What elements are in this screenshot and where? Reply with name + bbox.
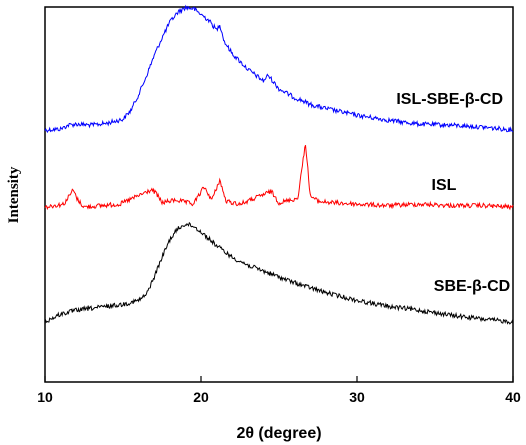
series-labels: ISL-SBE-β-CD ISL SBE-β-CD <box>396 91 510 295</box>
series-line <box>44 221 514 325</box>
series-label: ISL <box>432 177 457 194</box>
x-tick-label: 40 <box>505 389 521 405</box>
series-label: ISL-SBE-β-CD <box>396 91 503 108</box>
x-axis-title: 2θ (degree) <box>236 425 321 442</box>
x-tick-label: 30 <box>349 389 365 405</box>
y-axis-title: Intensity <box>6 166 22 223</box>
series-group <box>44 4 514 325</box>
x-axis-ticks: 10 20 30 40 <box>37 376 521 405</box>
x-tick-label: 20 <box>193 389 209 405</box>
series-label: SBE-β-CD <box>434 278 510 295</box>
series-line <box>44 4 514 134</box>
plot-frame <box>44 6 514 383</box>
x-tick-label: 10 <box>37 389 53 405</box>
series-line <box>44 145 514 211</box>
